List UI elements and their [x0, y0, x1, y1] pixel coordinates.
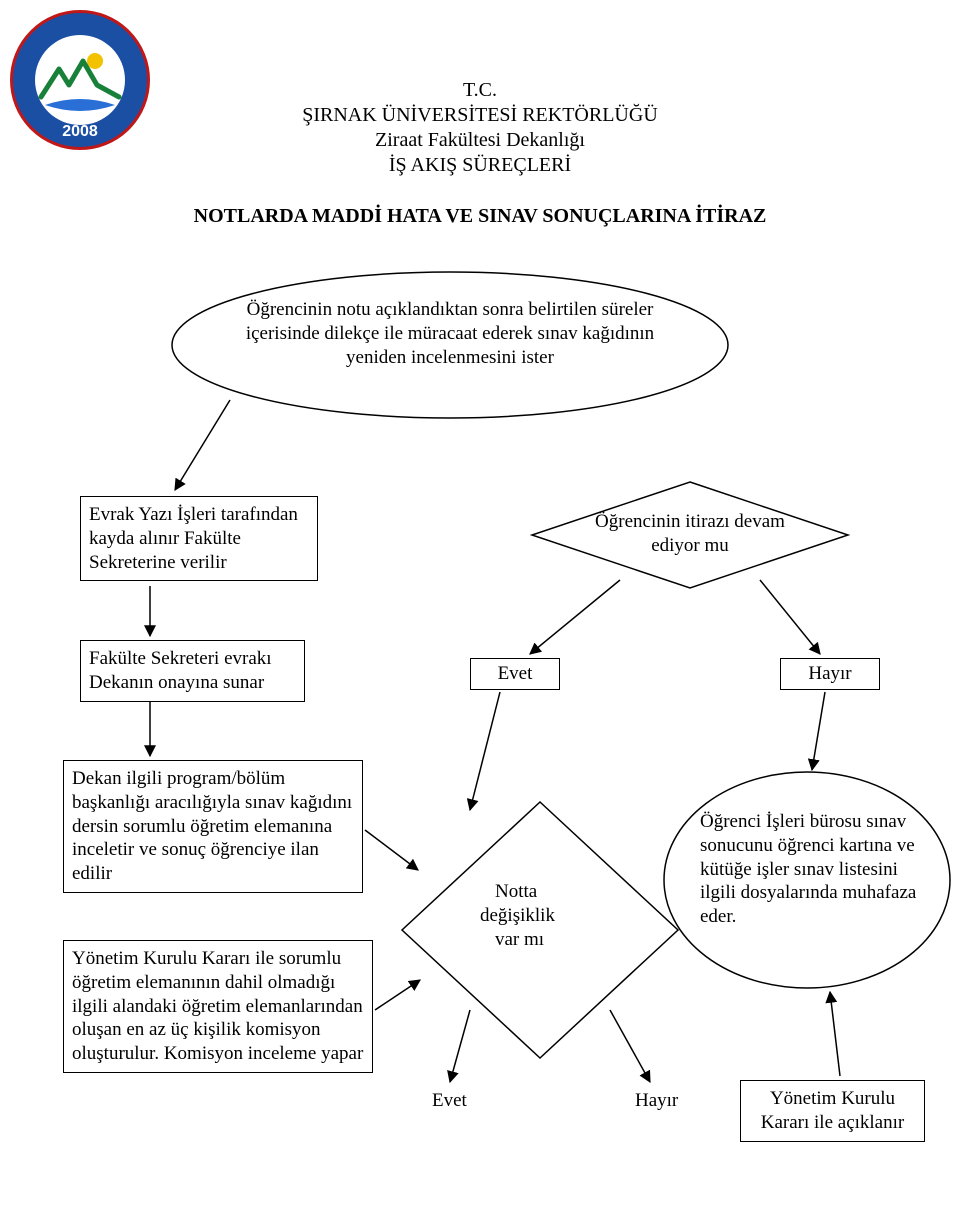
page: 2008 T.C. ŞIRNAK ÜNİVERSİTESİ REKTÖRLÜĞÜ…	[0, 0, 960, 1231]
connectors	[0, 0, 960, 1231]
